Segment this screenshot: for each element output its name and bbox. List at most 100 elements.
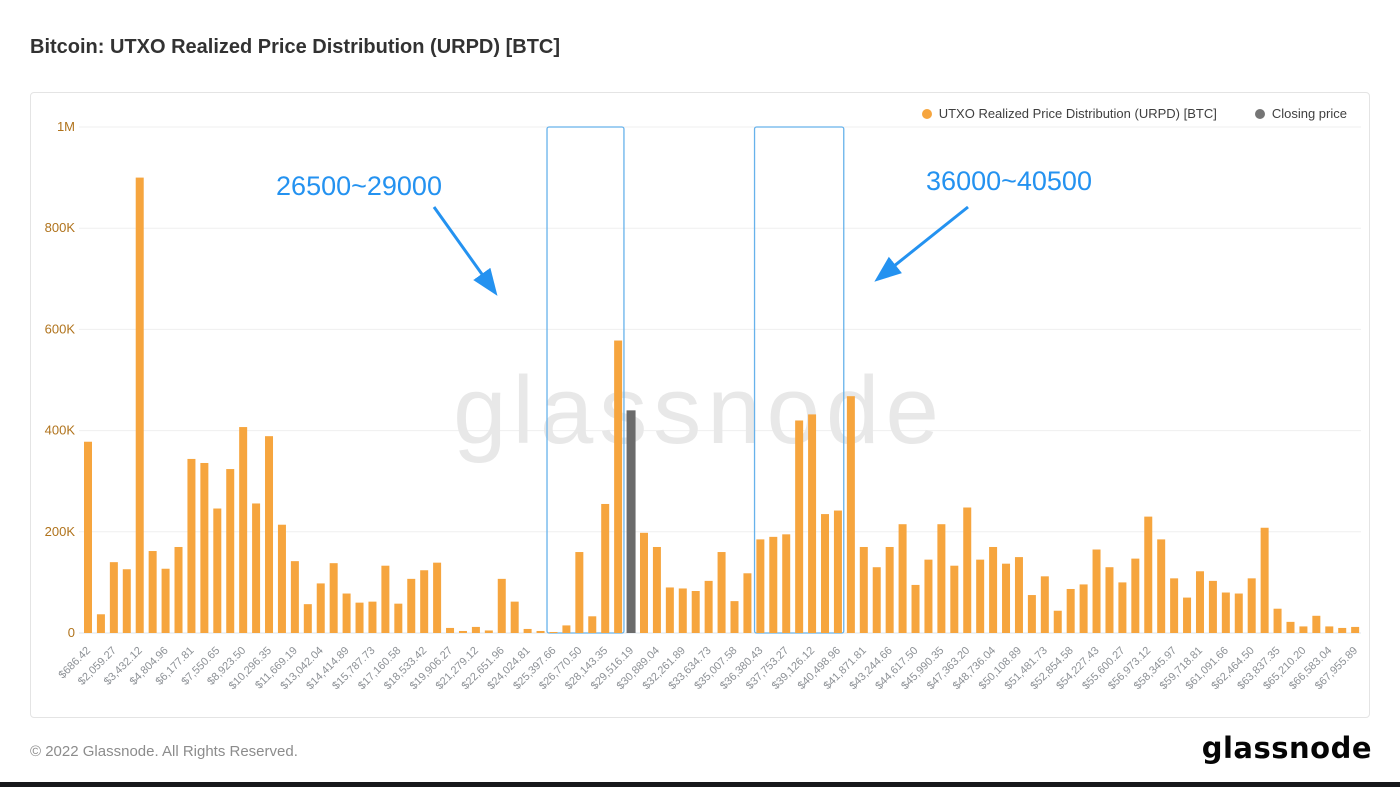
urpd-series-dot-icon [921,108,932,119]
urpd-bar [976,559,985,633]
urpd-bar [1351,626,1360,633]
y-tick-label: 1M [57,119,75,134]
urpd-bar [1053,610,1062,633]
urpd-bar [1144,516,1153,633]
urpd-bar [187,458,196,633]
urpd-bar [665,587,674,633]
x-axis-labels: $686.42$2,059.27$3,432.12$4,804.96$6,177… [57,645,1361,692]
urpd-bar [122,569,131,633]
annotation-range-26500-29000: 26500~29000 [276,171,442,201]
urpd-bar [523,628,532,633]
urpd-bar [704,580,713,633]
urpd-bar [963,507,972,633]
urpd-bar [277,524,286,633]
urpd-bar [575,552,584,633]
urpd-bar [303,604,312,633]
urpd-bar [1221,592,1230,633]
urpd-bar [1338,627,1347,633]
legend-closing-price-label: Closing price [1271,106,1347,121]
urpd-bar [239,427,248,633]
urpd-bar [989,546,998,633]
urpd-bar [1092,549,1101,633]
urpd-bar [161,568,170,633]
annotation-arrow [432,206,498,296]
urpd-bar [1273,608,1282,633]
bars-layer [84,177,1360,633]
urpd-bar [148,551,157,633]
urpd-bar [1014,557,1023,633]
urpd-bar [252,503,261,633]
urpd-bar [446,627,455,633]
urpd-bar [368,601,377,633]
urpd-bar [381,565,390,633]
urpd-bar [717,552,726,633]
urpd-bar [782,534,791,633]
urpd-bar [135,177,144,633]
urpd-bar [1183,597,1192,633]
legend-item-closing-price[interactable]: Closing price [1254,106,1347,121]
urpd-bar [678,588,687,633]
urpd-bar [950,565,959,633]
urpd-bar [458,630,467,633]
urpd-bar [109,562,118,633]
urpd-bar [614,340,623,633]
page-title: Bitcoin: UTXO Realized Price Distributio… [30,36,561,58]
glassnode-logo[interactable]: glassnode [1201,731,1372,765]
urpd-bar [588,616,597,633]
urpd-bar [885,546,894,633]
urpd-bar [200,462,209,633]
urpd-bar [769,536,778,633]
urpd-bar [795,420,804,633]
closing-price-series-dot-icon [1254,108,1265,119]
urpd-bar [342,593,351,633]
urpd-bar [833,510,842,633]
urpd-bar [1131,558,1140,633]
urpd-bar [1312,615,1321,633]
y-tick-label: 200K [45,524,76,539]
urpd-bar [821,514,830,633]
urpd-bar [1002,563,1011,633]
urpd-bar [536,630,545,633]
urpd-bar [1040,576,1049,633]
urpd-bar [872,567,881,633]
urpd-bar [1157,539,1166,633]
urpd-bar [316,583,325,633]
legend-urpd-label: UTXO Realized Price Distribution (URPD) … [938,106,1217,121]
y-tick-label: 400K [45,423,76,438]
urpd-bar [510,601,519,633]
urpd-bar [226,469,235,633]
urpd-bar [652,546,661,633]
urpd-bar [329,563,338,633]
urpd-bar [96,614,105,633]
urpd-bar [420,570,429,633]
urpd-bar [756,539,765,633]
urpd-bar [1208,580,1217,633]
urpd-bar [213,508,222,633]
closing-price-bar [626,410,636,633]
urpd-bar [1325,626,1334,633]
urpd-bar [265,436,274,633]
urpd-bar [290,561,299,633]
y-tick-label: 0 [68,625,75,640]
urpd-bar [562,625,571,633]
bottom-accent-bar [0,782,1400,787]
urpd-bar [1286,621,1295,633]
chart-card: 0 200K 400K 600K 800K 1M glassnode $686.42 $2,05… [30,92,1370,718]
urpd-bar [911,584,920,633]
urpd-bar [355,602,364,633]
urpd-bar [937,524,946,633]
urpd-bar [1118,582,1127,633]
annotation-range-36000-40500: 36000~40500 [926,166,1092,196]
urpd-bar [174,546,183,633]
urpd-bar [898,524,907,633]
urpd-bar [1079,584,1088,633]
urpd-bar [497,578,506,633]
urpd-bar [601,503,610,633]
legend-item-urpd[interactable]: UTXO Realized Price Distribution (URPD) … [921,106,1217,121]
urpd-bar [730,601,739,633]
urpd-bar [549,631,558,633]
urpd-bar [859,546,868,633]
urpd-bar [924,559,933,633]
y-tick-label: 600K [45,321,76,336]
urpd-bar [471,626,480,633]
